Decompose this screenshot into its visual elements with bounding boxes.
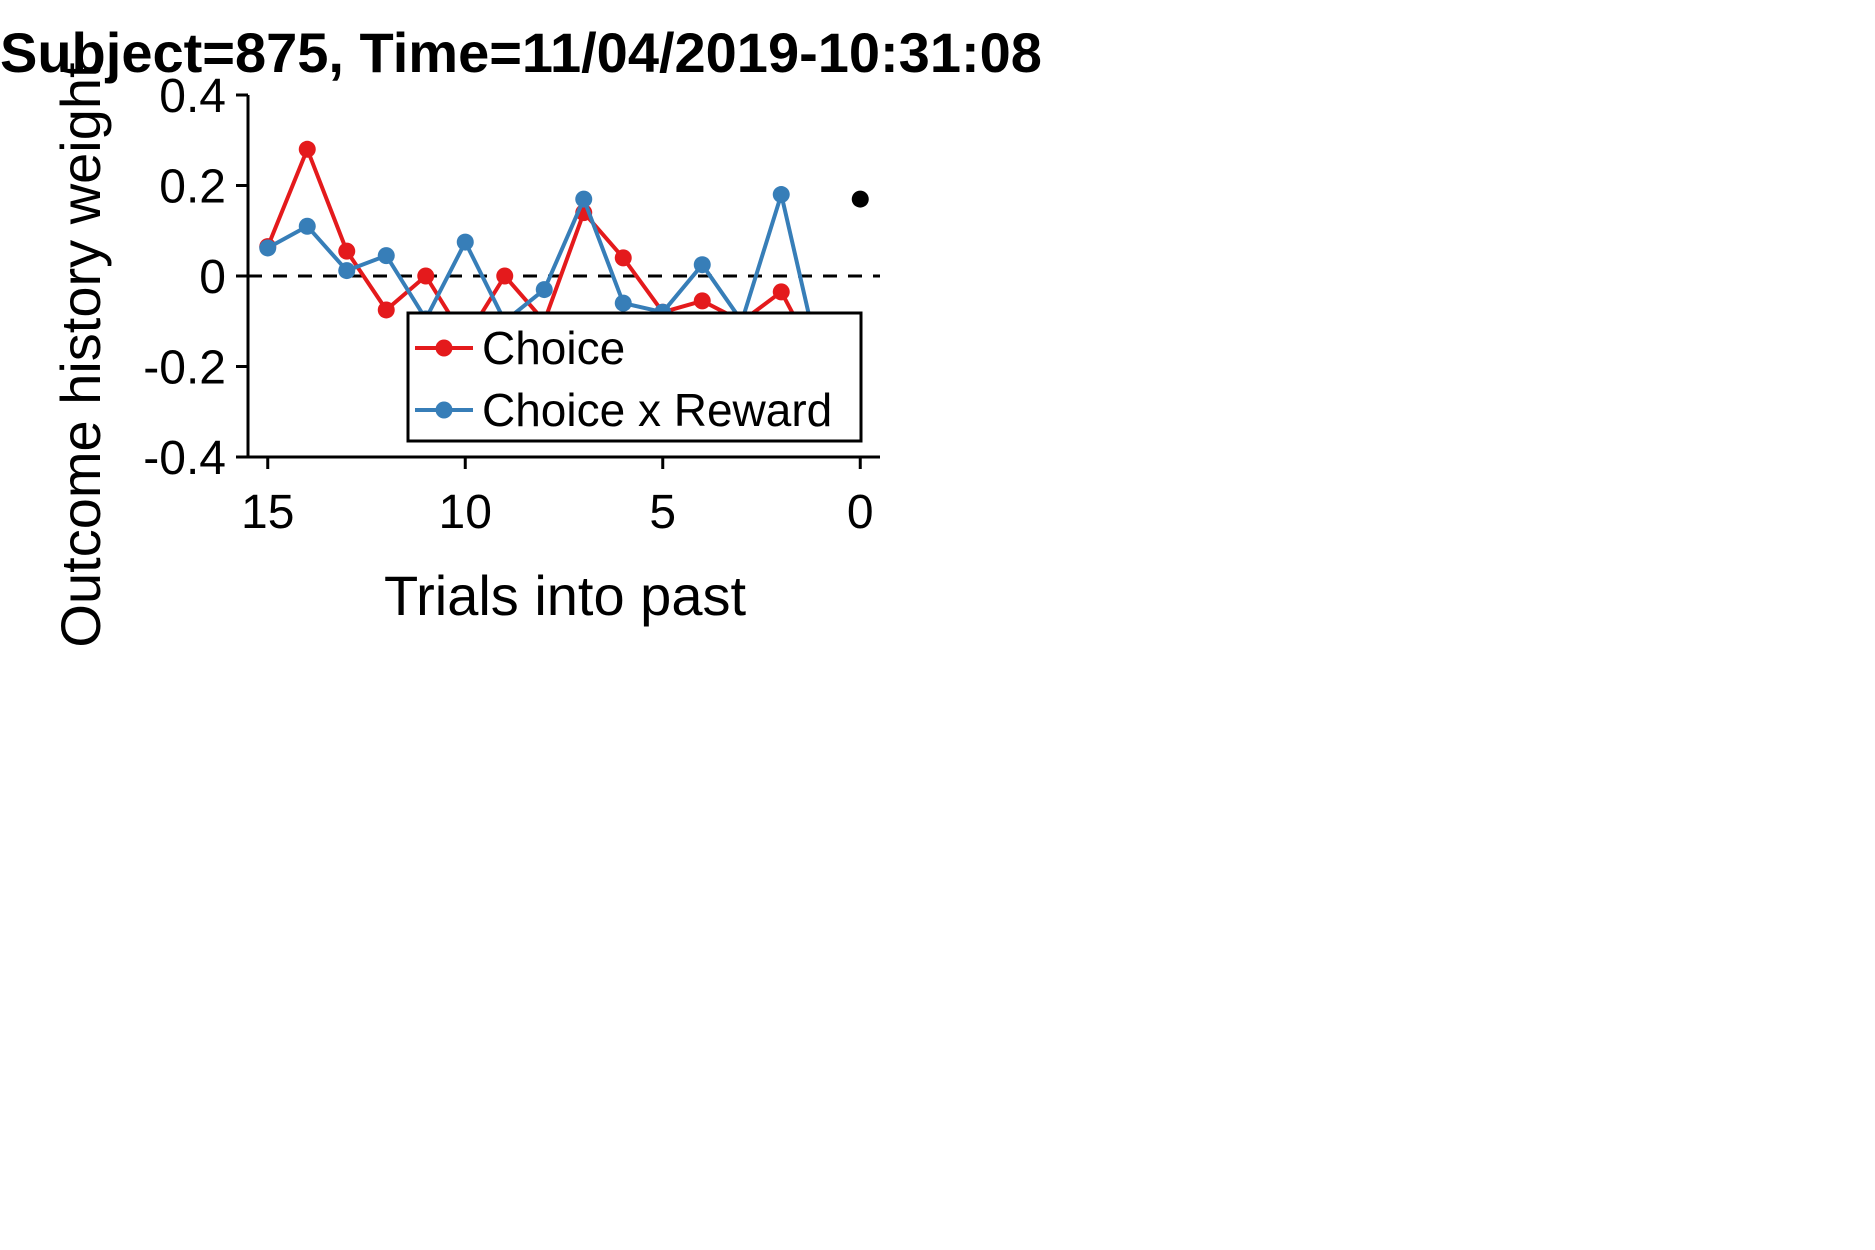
- extra-data-point: [851, 190, 869, 208]
- data-point-choice-x-reward: [772, 186, 790, 204]
- legend-marker: [435, 339, 453, 357]
- legend-label: Choice: [482, 322, 625, 374]
- y-tick-label: 0.4: [159, 70, 226, 123]
- x-tick-label: 5: [649, 486, 676, 539]
- y-tick-label: -0.2: [143, 342, 226, 395]
- data-point-choice-x-reward: [338, 262, 356, 280]
- data-point-choice: [772, 283, 790, 301]
- data-point-choice-x-reward: [693, 256, 711, 274]
- x-ticks: 15 10 5 0: [241, 457, 874, 539]
- data-point-choice-x-reward: [535, 281, 553, 299]
- legend-label: Choice x Reward: [482, 384, 832, 436]
- data-point-choice-x-reward: [259, 239, 277, 257]
- data-point-choice: [377, 301, 395, 319]
- x-axis-label: Trials into past: [384, 564, 747, 627]
- legend: Choice Choice x Reward: [406, 311, 863, 443]
- data-point-choice: [298, 140, 316, 158]
- x-tick-label: 0: [847, 486, 874, 539]
- data-point-choice: [614, 249, 632, 267]
- y-axis-label: Outcome history weight: [49, 62, 112, 648]
- x-tick-label: 15: [241, 486, 294, 539]
- data-point-choice: [693, 292, 711, 310]
- data-point-choice: [338, 242, 356, 260]
- chart-title: Subject=875, Time=11/04/2019-10:31:08: [0, 21, 1042, 84]
- y-ticks: 0.4 0.2 0 -0.2 -0.4: [143, 70, 248, 485]
- legend-box: [406, 311, 863, 443]
- legend-marker: [435, 401, 453, 419]
- y-tick-label: -0.4: [143, 432, 226, 485]
- data-point-choice-x-reward: [614, 294, 632, 312]
- data-point-choice: [417, 267, 435, 285]
- data-point-choice: [496, 267, 514, 285]
- data-point-choice-x-reward: [456, 233, 474, 251]
- data-point-choice-x-reward: [575, 190, 593, 208]
- y-tick-label: 0.2: [159, 161, 226, 214]
- extra-points: [851, 190, 869, 208]
- data-point-choice-x-reward: [298, 217, 316, 235]
- data-point-choice-x-reward: [377, 247, 395, 265]
- y-tick-label: 0: [199, 251, 226, 304]
- x-tick-label: 10: [439, 486, 492, 539]
